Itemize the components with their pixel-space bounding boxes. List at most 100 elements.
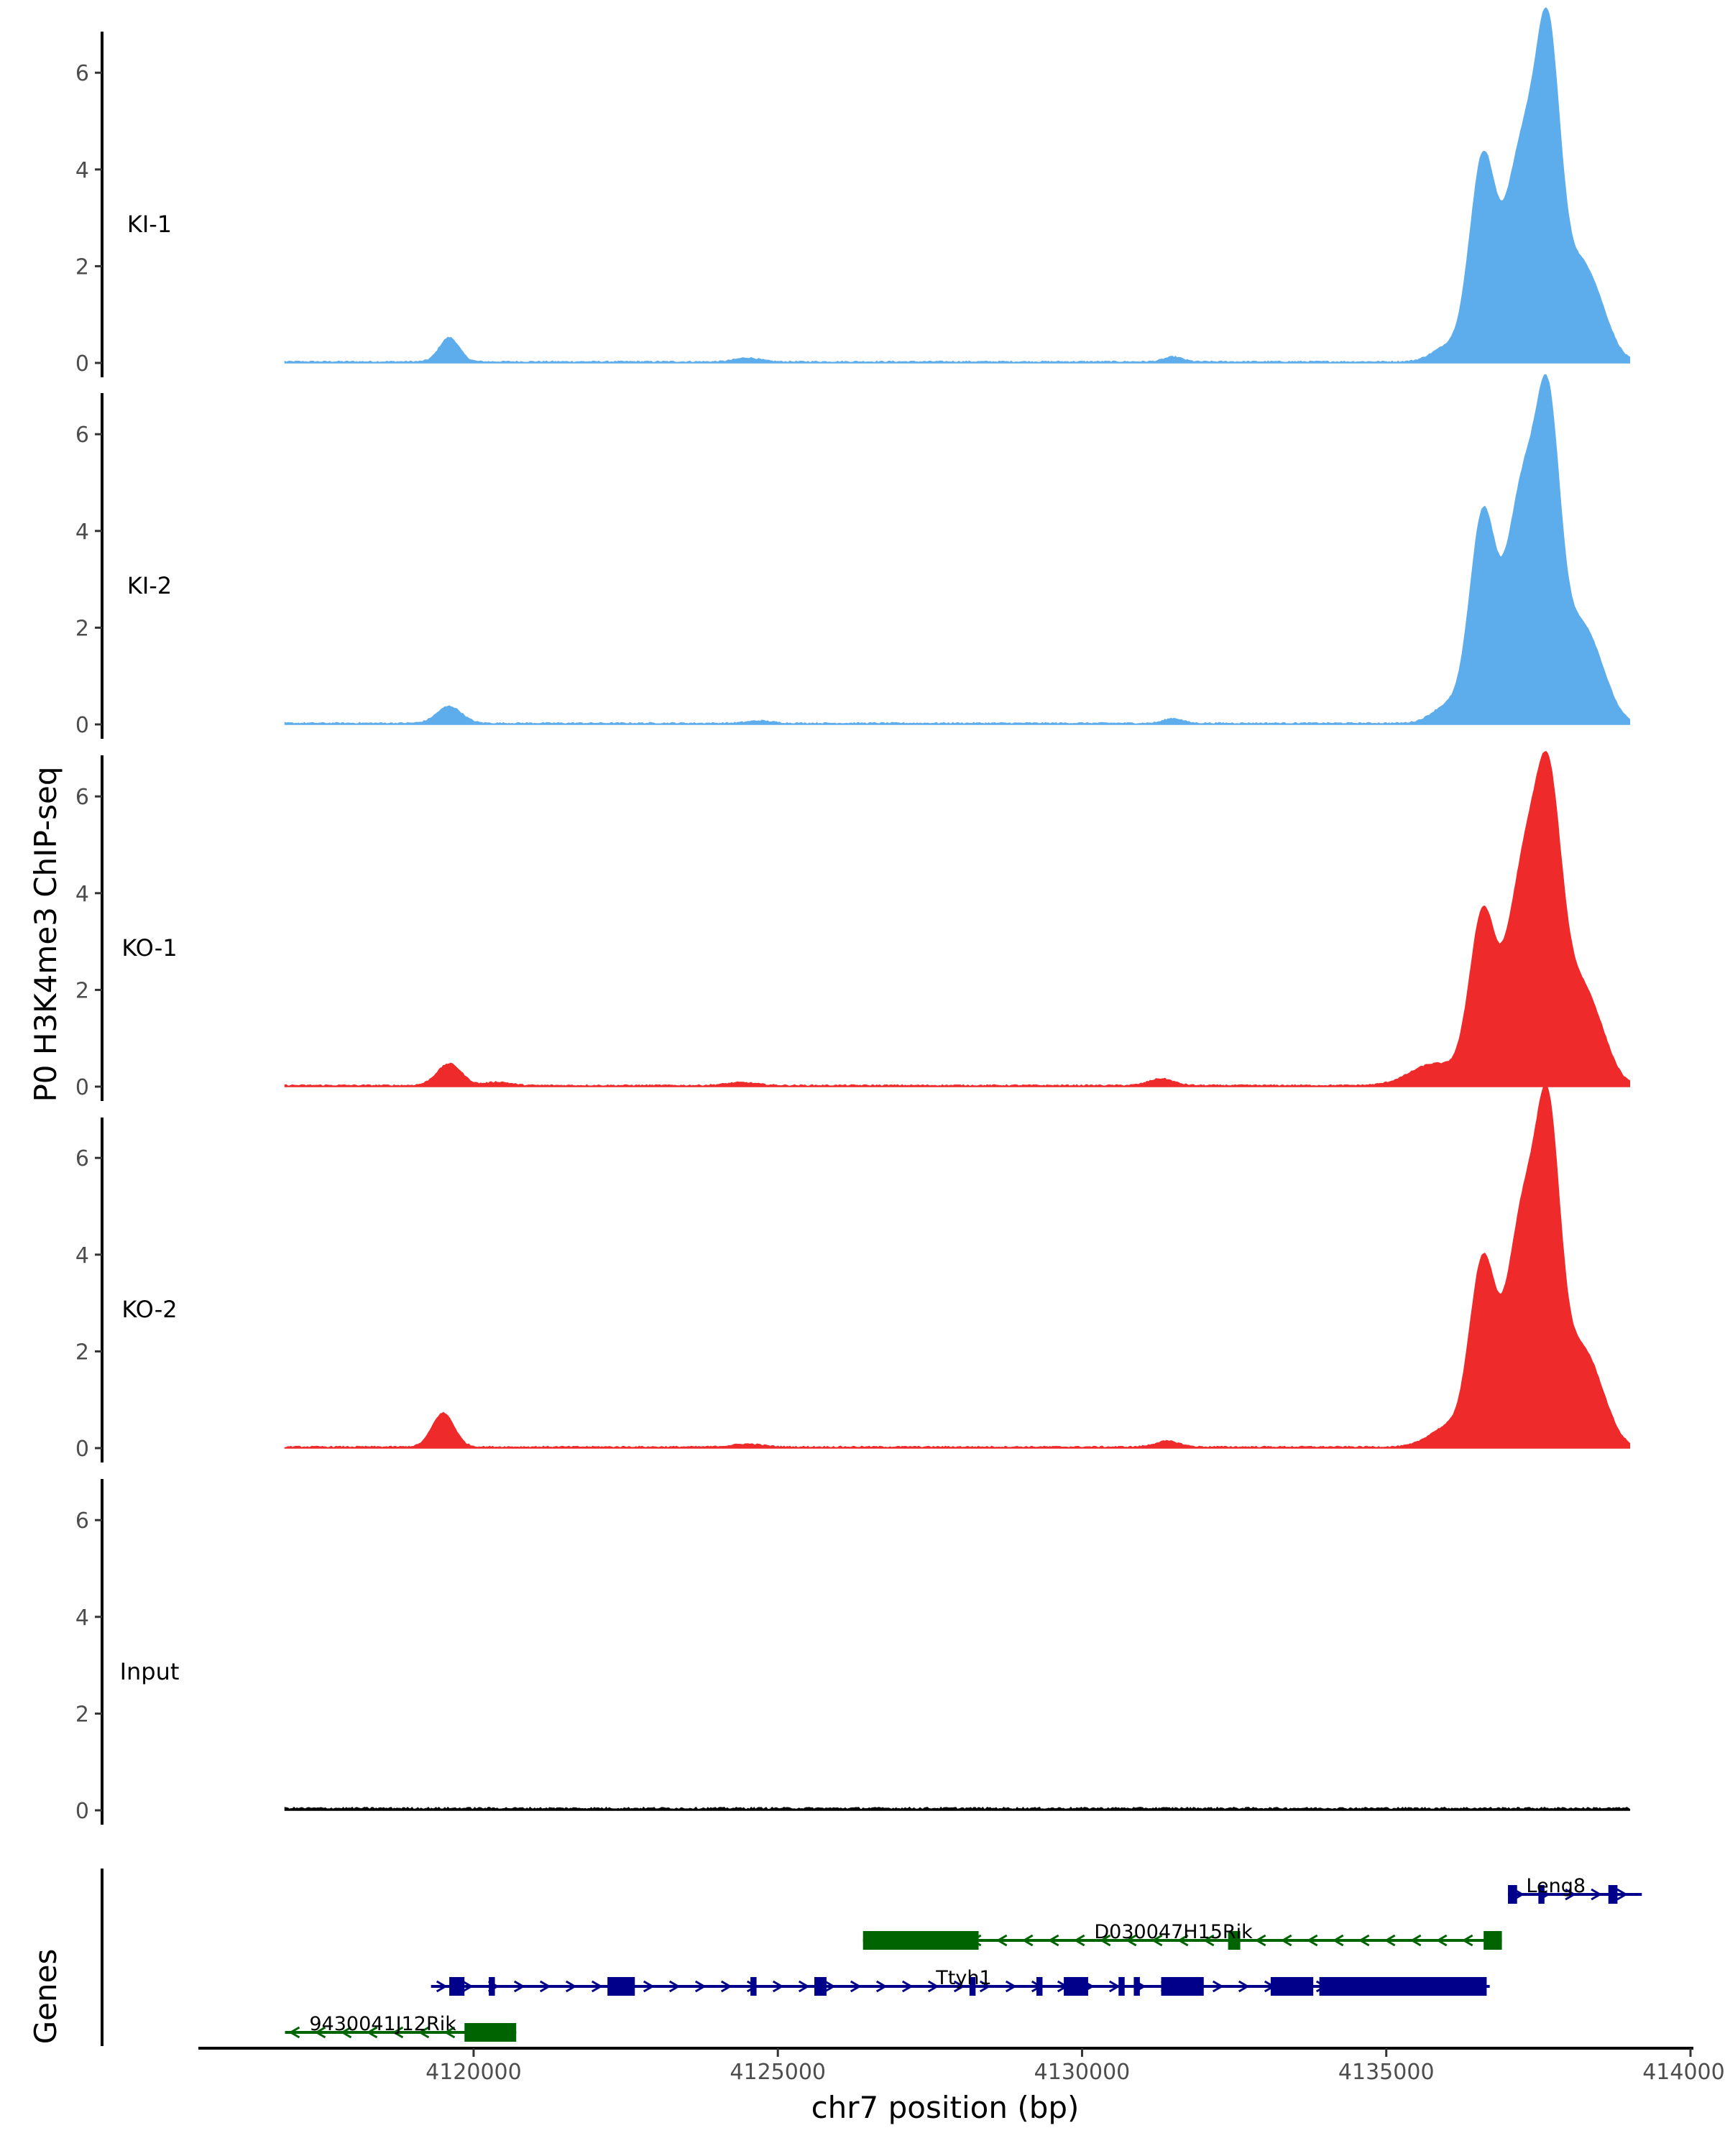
strand-chevron: [392, 2026, 404, 2039]
exon-block: [607, 1977, 635, 1996]
x-axis-title: chr7 position (bp): [811, 2090, 1080, 2125]
track-label: KO-2: [121, 1296, 177, 1323]
strand-chevron: [461, 1980, 474, 1993]
y-tick-label: 0: [75, 351, 89, 377]
y-tick-label: 4: [75, 158, 89, 183]
x-tick-label: 4125000: [730, 2060, 826, 2085]
genes-axis-title: Genes: [28, 1949, 63, 2045]
gene-label: Ttyh1: [935, 1967, 991, 1989]
strand-chevron: [1254, 1934, 1266, 1947]
strand-chevron: [901, 1980, 914, 1993]
coverage-area-ki-1: [284, 7, 1631, 364]
y-tick-label: 2: [75, 1702, 89, 1727]
strand-chevron: [366, 2026, 378, 2039]
track-input: 0 2 4 6 Input: [75, 1479, 1631, 1825]
y-tick-label: 2: [75, 1340, 89, 1365]
exon-block: [750, 1977, 757, 1996]
strand-chevron: [720, 1980, 732, 1993]
strand-chevron: [824, 1980, 836, 1993]
strand-chevron: [1332, 1934, 1344, 1947]
strand-chevron: [1151, 1934, 1163, 1947]
strand-chevron: [1384, 1934, 1396, 1947]
coverage-area-ko-1: [284, 750, 1631, 1087]
y-tick-label: 4: [75, 520, 89, 545]
strand-chevron: [539, 1980, 551, 1993]
track-label: KI-2: [127, 572, 172, 599]
exon-block: [1484, 1931, 1502, 1950]
strand-chevron: [1047, 1934, 1059, 1947]
strand-chevron: [1073, 1934, 1085, 1947]
exon-block: [1133, 1977, 1140, 1996]
strand-chevron: [995, 1934, 1008, 1947]
strand-chevron: [1005, 1980, 1017, 1993]
strand-chevron: [1358, 1934, 1370, 1947]
track-label: KI-1: [127, 211, 172, 238]
y-tick-label: 2: [75, 254, 89, 280]
exon-block: [1538, 1885, 1545, 1904]
x-axis: 4120000 4125000 4130000 4135000 4140000: [198, 2047, 1725, 2085]
exon-block: [1608, 1885, 1618, 1904]
y-tick-label: 4: [75, 1606, 89, 1631]
y-tick-label: 6: [75, 1508, 89, 1534]
strand-chevron: [565, 1980, 577, 1993]
strand-chevron: [979, 1980, 991, 1993]
strand-chevron: [288, 2026, 300, 2039]
strand-chevron: [418, 2026, 430, 2039]
strand-chevron: [1238, 1980, 1250, 1993]
strand-chevron: [513, 1980, 525, 1993]
exon-block: [814, 1977, 827, 1996]
y-tick-label: 2: [75, 978, 89, 1003]
y-tick-label: 0: [75, 713, 89, 738]
strand-chevron: [436, 1980, 448, 1993]
y-tick-label: 6: [75, 423, 89, 448]
strand-chevron: [772, 1980, 784, 1993]
strand-chevron: [1435, 1934, 1448, 1947]
coverage-area-input: [284, 1806, 1631, 1811]
strand-chevron: [1461, 1934, 1473, 1947]
x-tick-label: 4120000: [426, 2060, 522, 2085]
exon-block: [1270, 1977, 1314, 1996]
y-tick-label: 4: [75, 1243, 89, 1268]
y-tick-label: 6: [75, 61, 89, 86]
strand-chevron: [1125, 1934, 1137, 1947]
gene-d030047h15rik: D030047H15Rik: [862, 1921, 1502, 1950]
strand-chevron: [643, 1980, 655, 1993]
track-ki-1: 0 2 4 6 KI-1: [75, 7, 1631, 377]
strand-chevron: [953, 1980, 965, 1993]
strand-chevron: [1108, 1980, 1121, 1993]
strand-chevron: [1306, 1934, 1318, 1947]
coverage-tracks: 0 2 4 6 KI-1 0 2 4 6 KI-2 0 2 4 6 KO-1 0 2 4 6 KO-2 0 2 4 6 Inpu…: [75, 7, 1631, 1825]
y-tick-label: 2: [75, 616, 89, 641]
strand-chevron: [1202, 1934, 1215, 1947]
strand-chevron: [314, 2026, 326, 2039]
y-tick-label: 0: [75, 1075, 89, 1100]
exon-block: [862, 1931, 979, 1950]
exon-block: [449, 1977, 465, 1996]
strand-chevron: [1280, 1934, 1292, 1947]
track-ko-1: 0 2 4 6 KO-1: [75, 750, 1631, 1101]
strand-chevron: [1021, 1934, 1034, 1947]
strand-chevron: [927, 1980, 939, 1993]
strand-chevron: [1177, 1934, 1189, 1947]
strand-chevron: [1099, 1934, 1111, 1947]
gene-label: Leng8: [1526, 1875, 1586, 1897]
strand-chevron: [1212, 1980, 1224, 1993]
gene-annotation-panel: Leng8 D030047H15Rik Ttyh1 9430041J12Rik: [101, 1869, 1642, 2046]
exon-block: [1036, 1977, 1043, 1996]
strand-chevron: [443, 2026, 456, 2039]
exon-block: [1508, 1885, 1517, 1904]
y-tick-label: 6: [75, 1146, 89, 1171]
strand-chevron: [875, 1980, 888, 1993]
x-tick-label: 4135000: [1338, 2060, 1435, 2085]
gene-label: 9430041J12Rik: [309, 2013, 456, 2035]
track-ki-2: 0 2 4 6 KI-2: [75, 374, 1631, 739]
strand-chevron: [1616, 1888, 1629, 1901]
strand-chevron: [1565, 1888, 1577, 1901]
strand-chevron: [798, 1980, 810, 1993]
y-tick-label: 6: [75, 785, 89, 810]
gene-leng8: Leng8: [1508, 1875, 1642, 1904]
coverage-area-ko-2: [284, 1084, 1631, 1449]
exon-block: [1228, 1931, 1241, 1950]
exon-block: [1118, 1977, 1125, 1996]
y-axis-title: P0 H3K4me3 ChIP-seq: [28, 766, 63, 1102]
